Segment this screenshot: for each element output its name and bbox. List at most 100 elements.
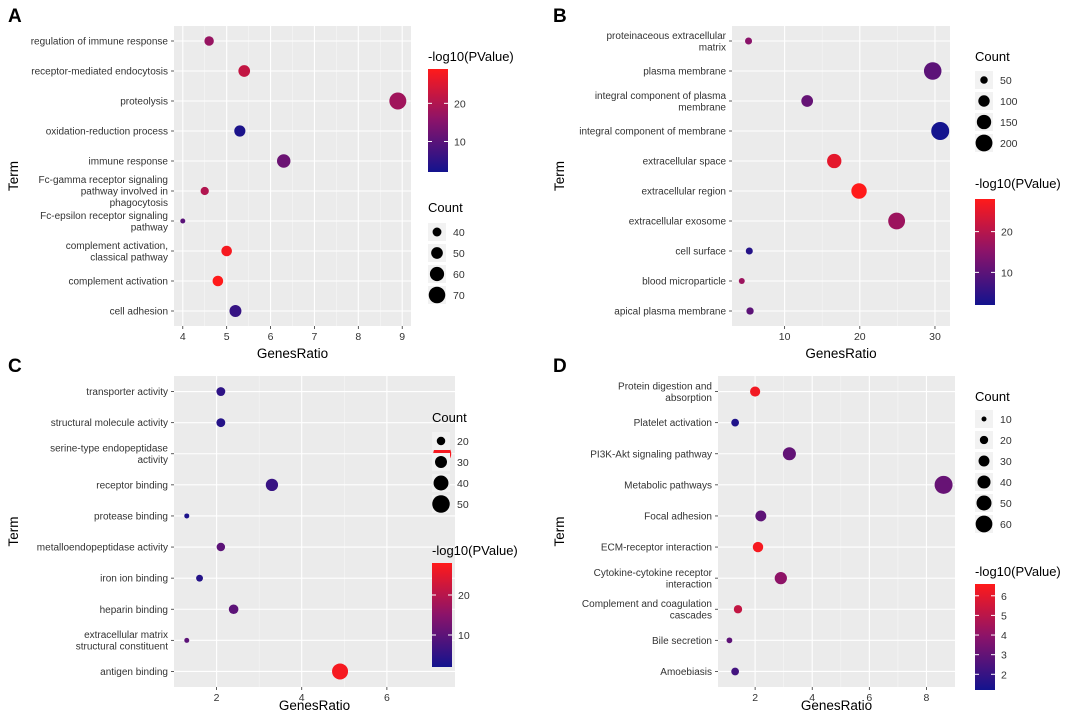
term-label-line: integral component of membrane (579, 127, 726, 138)
color-legend-label: 20 (1001, 227, 1013, 239)
term-label: cell surface (675, 247, 726, 258)
data-point (389, 92, 407, 110)
term-label: metalloendopeptidase activity (37, 543, 168, 554)
term-label-line: Complement and coagulation (582, 599, 712, 610)
term-label: receptor-mediated endocytosis (31, 67, 168, 78)
plot-background (174, 376, 455, 687)
color-legend-label: 10 (458, 630, 470, 642)
size-legend: Count 50 100 150 200 (975, 49, 1018, 152)
color-legend-bar (975, 199, 995, 305)
term-label-line: Bile secretion (652, 636, 712, 647)
size-legend-label: 40 (1000, 477, 1012, 489)
size-legend-dot (428, 286, 446, 304)
x-tick-label: 2 (214, 692, 220, 704)
term-label: Cytokine-cytokine receptor interaction (594, 568, 713, 591)
size-legend-title: Count (428, 200, 463, 215)
term-label-line: iron ion binding (100, 574, 168, 585)
y-axis-title: Term (6, 517, 21, 547)
size-legend: Count 20 30 40 50 (432, 410, 469, 513)
term-label-line: apical plasma membrane (614, 307, 726, 318)
color-legend-bar (432, 563, 452, 667)
term-label: proteolysis (120, 97, 168, 108)
data-point (827, 153, 842, 169)
term-label: transporter activity (86, 387, 168, 398)
size-legend-title: Count (975, 389, 1010, 404)
size-legend-dot (431, 247, 443, 259)
term-label-line: classical pathway (90, 252, 168, 263)
data-point (200, 186, 209, 196)
data-point (750, 386, 761, 397)
size-legend-label: 100 (1000, 96, 1018, 108)
term-label: extracellular region (642, 187, 727, 198)
x-tick-label: 4 (809, 692, 815, 704)
x-tick-label: 10 (779, 331, 791, 343)
term-label-line: oxidation-reduction process (46, 127, 168, 138)
size-legend-label: 20 (457, 436, 469, 448)
color-legend-label: 20 (458, 590, 470, 602)
data-point (204, 36, 214, 46)
data-point (726, 637, 733, 644)
term-label: iron ion binding (100, 574, 168, 585)
size-legend-dot (432, 227, 442, 237)
term-label-line: metalloendopeptidase activity (37, 543, 168, 554)
term-label-line: membrane (678, 102, 726, 113)
term-label-line: Protein digestion and (618, 381, 712, 392)
size-legend-label: 30 (457, 457, 469, 469)
size-legend-dot (976, 495, 992, 511)
size-legend-label: 50 (1000, 498, 1012, 510)
term-label: oxidation-reduction process (46, 127, 168, 138)
size-legend-label: 10 (1000, 414, 1012, 426)
term-label-line: pathway (131, 222, 168, 233)
size-legend-label: 150 (1000, 117, 1018, 129)
panel-letter: B (553, 6, 567, 27)
data-point (212, 275, 224, 287)
x-tick-label: 5 (224, 331, 230, 343)
color-legend-title: -log10(PValue) (432, 543, 518, 558)
data-point (888, 212, 906, 230)
term-label-line: Fc-gamma receptor signaling (39, 175, 169, 186)
term-label-line: extracellular matrix (84, 630, 168, 641)
color-legend-bar (428, 69, 448, 172)
term-label: PI3K-Akt signaling pathway (590, 449, 712, 460)
x-axis-title: GenesRatio (257, 346, 328, 361)
y-axis-title: Term (6, 161, 21, 191)
size-legend-label: 60 (1000, 519, 1012, 531)
size-legend: Count 10 20 30 40 50 60 (975, 389, 1012, 533)
size-legend-label: 60 (453, 269, 465, 281)
color-legend-label: 20 (454, 98, 466, 110)
term-label: Fc-gamma receptor signaling pathway invol… (39, 175, 169, 209)
y-axis-title: Term (552, 517, 567, 547)
color-legend: -log10(PValue) 10 20 (432, 543, 518, 667)
plot-background (732, 26, 950, 326)
x-tick-label: 6 (384, 692, 390, 704)
term-label: complement activation, classical pathway (66, 241, 168, 264)
term-label: blood microparticle (642, 277, 726, 288)
size-legend-dot (977, 475, 991, 489)
term-label-line: immune response (89, 157, 169, 168)
size-legend-dot (978, 95, 990, 107)
data-point (782, 447, 796, 461)
color-legend-label: 2 (1001, 669, 1007, 681)
x-tick-label: 6 (268, 331, 274, 343)
data-point (755, 510, 767, 522)
term-label-line: complement activation, (66, 241, 168, 252)
term-label-line: blood microparticle (642, 277, 726, 288)
term-label-line: receptor-mediated endocytosis (31, 67, 168, 78)
data-point (745, 247, 753, 255)
term-label: heparin binding (100, 605, 168, 616)
term-label: receptor binding (96, 480, 168, 491)
x-tick-label: 4 (299, 692, 305, 704)
data-point (801, 95, 814, 107)
size-legend: Count 40 50 60 70 (428, 200, 465, 304)
term-label-line: regulation of immune response (31, 37, 169, 48)
term-label: antigen binding (100, 667, 168, 678)
size-legend-label: 30 (1000, 456, 1012, 468)
size-legend-label: 50 (453, 248, 465, 260)
term-label-line: Fc-epsilon receptor signaling (40, 211, 168, 222)
size-legend-label: 50 (457, 499, 469, 511)
color-legend-bar (975, 584, 995, 690)
term-label-line: activity (137, 455, 168, 466)
term-label: Complement and coagulation cascades (582, 599, 712, 622)
